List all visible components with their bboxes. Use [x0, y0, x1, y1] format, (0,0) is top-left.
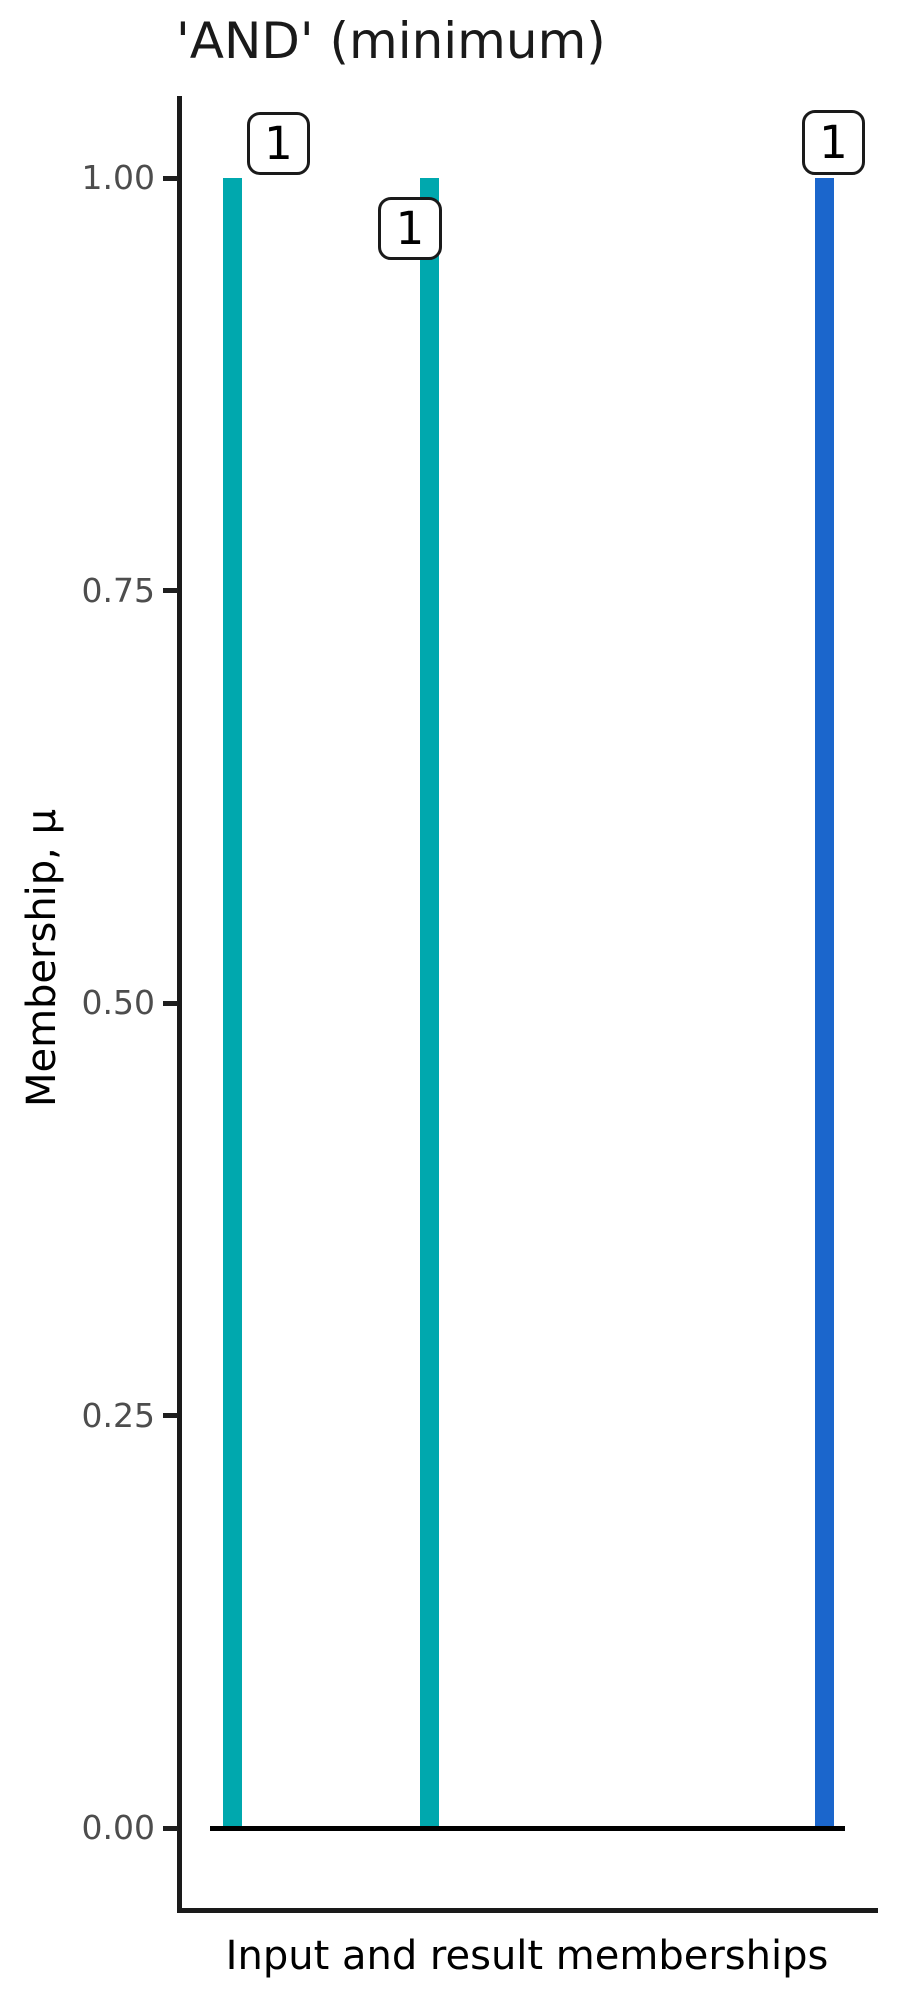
zero-baseline: [210, 1826, 845, 1831]
y-tick-label: 1.00: [81, 158, 155, 197]
x-axis-title: Input and result memberships: [225, 1933, 829, 1979]
membership-bar: [815, 178, 834, 1828]
y-tick-label: 0.75: [81, 570, 155, 610]
y-tick-mark: [163, 175, 178, 181]
chart-title: 'AND' (minimum): [176, 12, 606, 70]
y-axis-title: Membership, μ: [19, 808, 65, 1108]
y-tick-mark: [163, 588, 178, 593]
y-tick-mark: [163, 1000, 178, 1006]
y-tick-label: 0.50: [81, 983, 155, 1022]
bar-value-label: 1: [378, 197, 442, 260]
y-tick-mark: [163, 1413, 178, 1418]
bar-value-label: 1: [802, 110, 865, 175]
y-tick-label: 0.25: [81, 1395, 155, 1435]
x-axis-spine: [177, 1908, 878, 1913]
y-axis-spine: [177, 96, 182, 1913]
y-tick-mark: [163, 1825, 178, 1831]
membership-bar: [420, 178, 439, 1828]
bar-value-label: 1: [247, 112, 310, 175]
y-tick-label: 0.00: [81, 1808, 155, 1847]
membership-bar: [223, 178, 242, 1828]
